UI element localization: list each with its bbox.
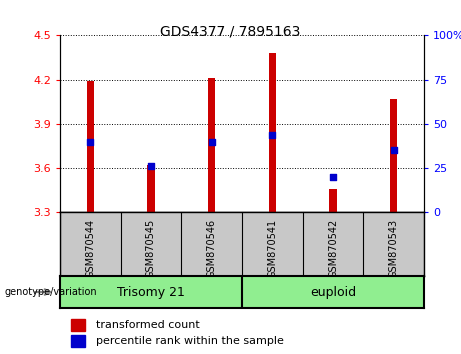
Bar bbox=[208, 78, 215, 212]
Bar bbox=[87, 81, 94, 212]
Bar bbox=[148, 165, 154, 212]
Text: GSM870543: GSM870543 bbox=[389, 219, 399, 278]
Bar bbox=[390, 99, 397, 212]
Bar bbox=[330, 189, 337, 212]
Text: genotype/variation: genotype/variation bbox=[5, 287, 97, 297]
Text: transformed count: transformed count bbox=[96, 320, 200, 330]
Point bbox=[329, 174, 337, 180]
Bar bbox=[269, 53, 276, 212]
Text: GSM870546: GSM870546 bbox=[207, 219, 217, 278]
Text: euploid: euploid bbox=[310, 286, 356, 298]
Point bbox=[269, 132, 276, 137]
Point bbox=[208, 139, 215, 144]
Text: Trisomy 21: Trisomy 21 bbox=[117, 286, 185, 298]
Text: percentile rank within the sample: percentile rank within the sample bbox=[96, 336, 284, 346]
Point bbox=[390, 148, 397, 153]
Point bbox=[148, 164, 155, 169]
Bar bbox=[71, 319, 85, 331]
Bar bbox=[71, 335, 85, 347]
Point bbox=[87, 139, 94, 144]
Text: GSM870545: GSM870545 bbox=[146, 219, 156, 278]
Text: GSM870541: GSM870541 bbox=[267, 219, 278, 278]
Text: GSM870542: GSM870542 bbox=[328, 219, 338, 278]
Text: GDS4377 / 7895163: GDS4377 / 7895163 bbox=[160, 25, 301, 39]
Text: GSM870544: GSM870544 bbox=[85, 219, 95, 278]
